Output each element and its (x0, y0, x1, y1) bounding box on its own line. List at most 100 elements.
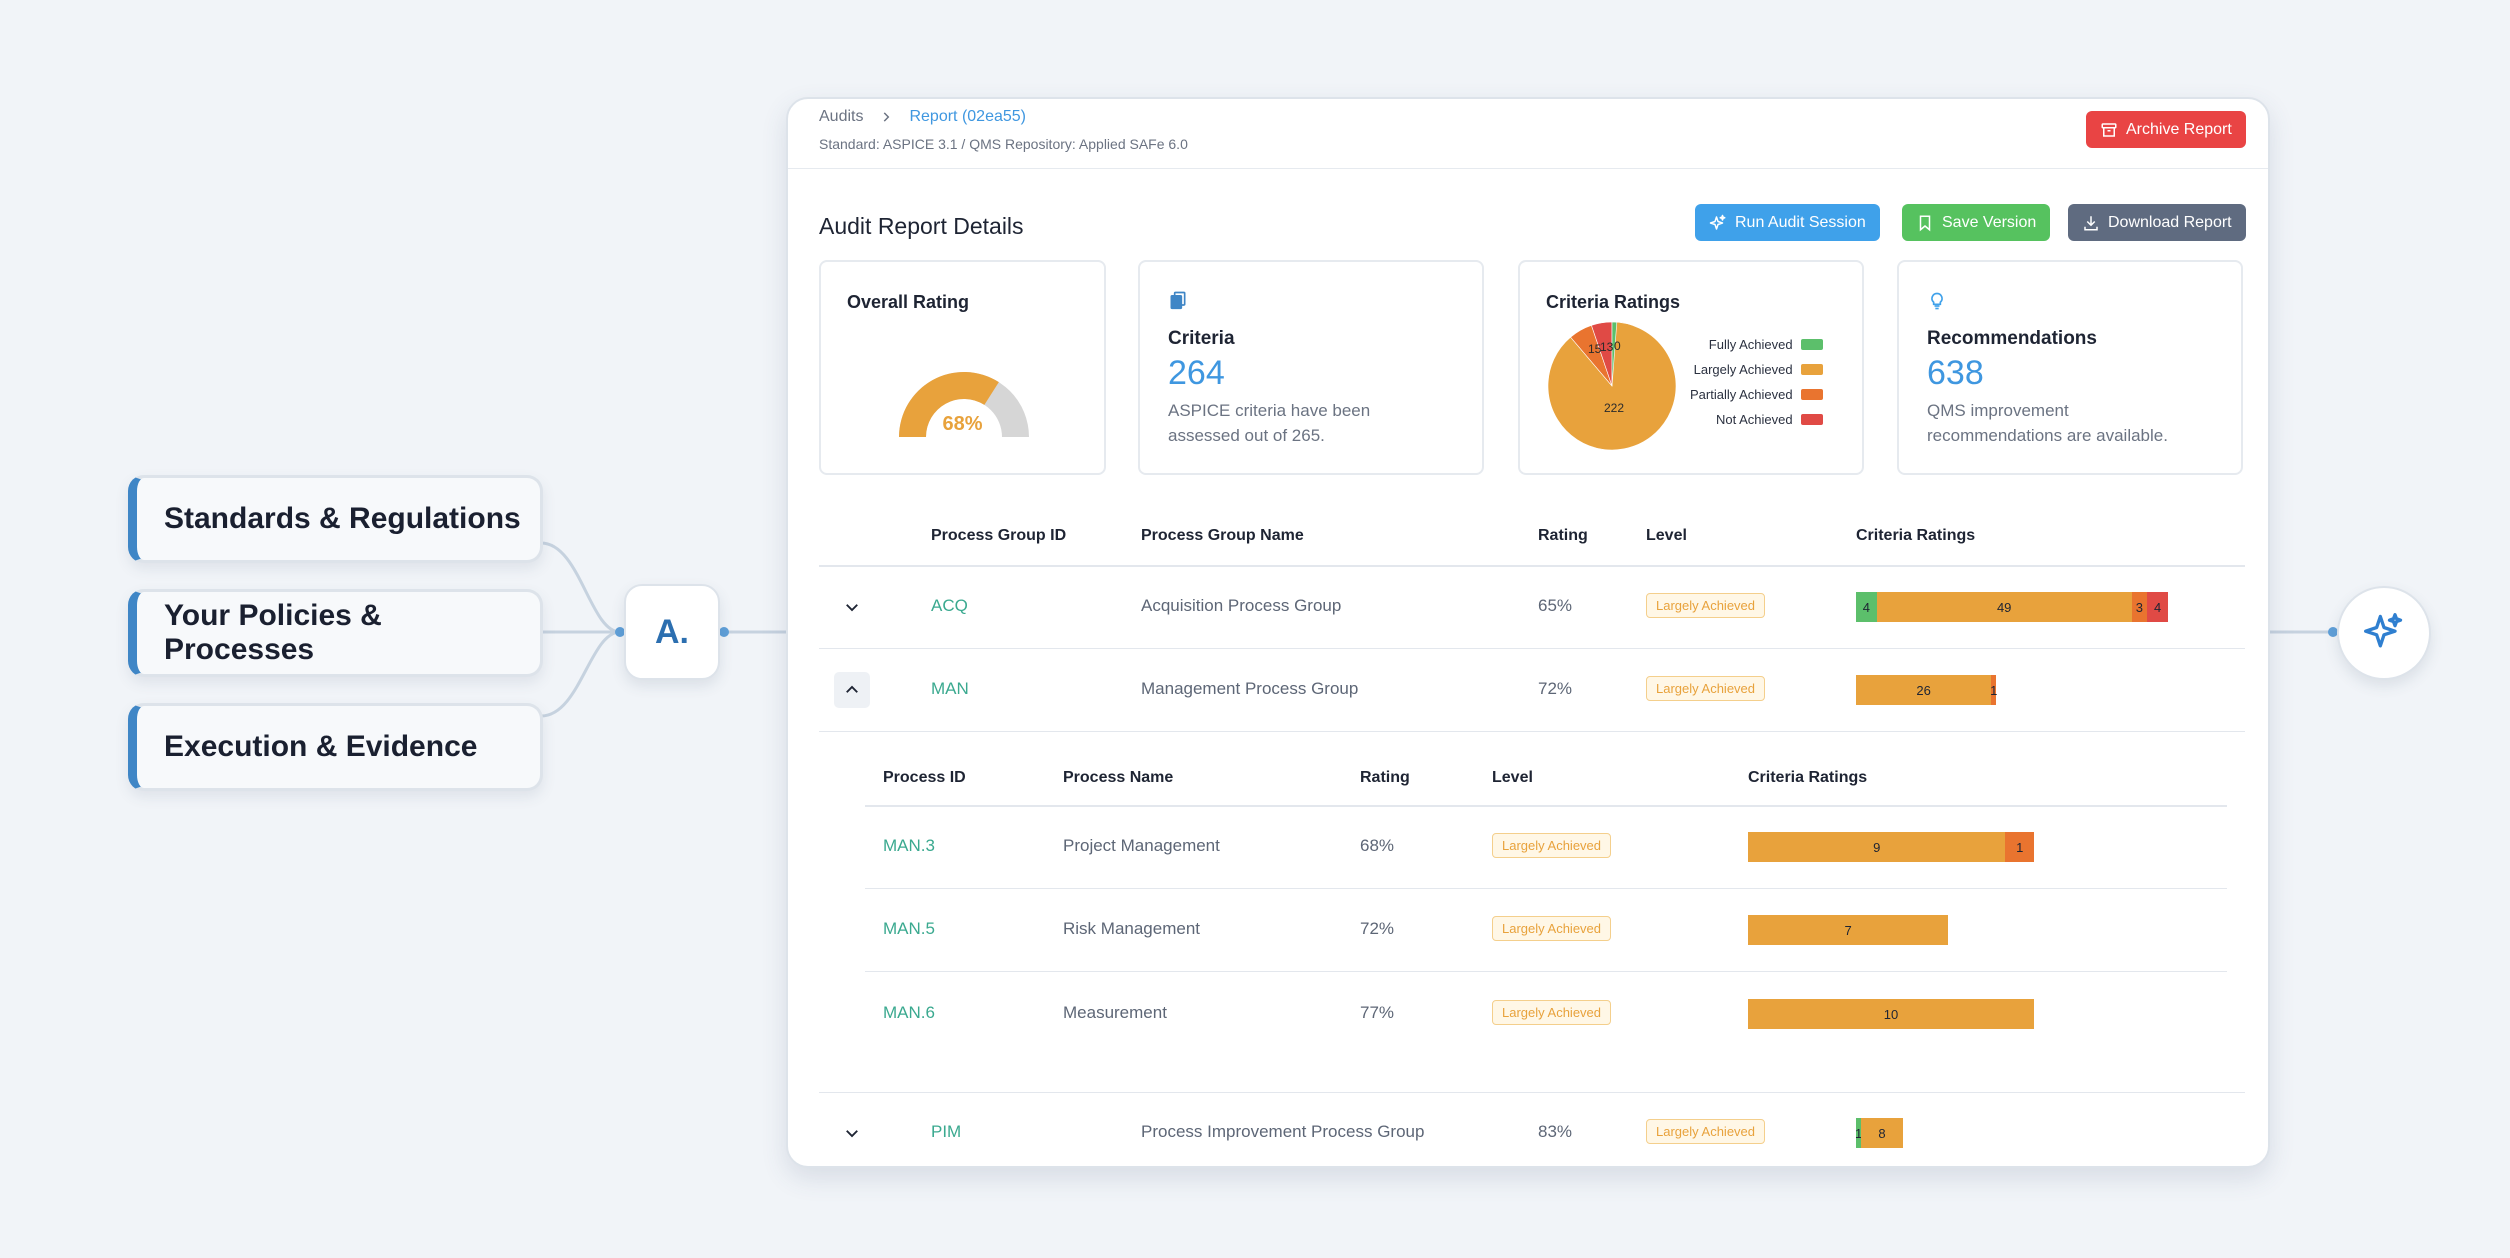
process-id-man5[interactable]: MAN.5 (883, 919, 935, 938)
standard-line: Standard: ASPICE 3.1 / QMS Repository: A… (819, 136, 1188, 152)
group-name-acq: Acquisition Process Group (1141, 596, 1342, 615)
process-level-badge: Largely Achieved (1492, 1000, 1612, 1025)
group-level-badge: Largely Achieved (1646, 593, 1766, 618)
pie-label-not: 13 (1600, 340, 1614, 354)
sparkle-icon (1709, 214, 1726, 230)
source-standards-card: Standards & Regulations (128, 475, 543, 563)
sub-header-divider (865, 805, 2227, 807)
legend-swatch (1800, 364, 1823, 375)
archive-report-button[interactable]: Archive Report (2086, 111, 2246, 148)
process-rating-man3: 68% (1360, 836, 1395, 855)
legend-label: Fully Achieved (1708, 337, 1793, 352)
col-process-group-id[interactable]: Process Group ID (931, 527, 1067, 544)
criteria-description: ASPICE criteria have been assessed out o… (1168, 401, 1371, 445)
group-level-badge: Largely Achieved (1646, 1119, 1766, 1144)
row-divider (865, 971, 2227, 972)
bookmark-icon (1919, 215, 1931, 231)
process-rating-man5: 72% (1360, 919, 1395, 938)
criteria-ratings-bar: 4 49 3 4 (1856, 592, 2168, 622)
collapse-man-button[interactable] (834, 672, 870, 708)
pie-slice (1611, 321, 1618, 387)
row-divider (819, 648, 2245, 649)
col-sub-level[interactable]: Level (1492, 769, 1533, 786)
col-criteria-ratings: Criteria Ratings (1856, 527, 1976, 544)
run-audit-session-button[interactable]: Run Audit Session (1695, 204, 1880, 241)
source-label: Execution & Evidence (164, 730, 478, 763)
col-process-name[interactable]: Process Name (1063, 769, 1174, 786)
process-id-man6[interactable]: MAN.6 (883, 1003, 935, 1022)
expand-acq-button[interactable] (834, 589, 870, 625)
overall-rating-title: Overall Rating (847, 292, 970, 312)
group-rating-acq: 65% (1538, 596, 1573, 615)
audit-report-window: Audits Report (02ea55) Standard: ASPICE … (786, 97, 2270, 1168)
legend-item: Fully Achieved (1690, 332, 1823, 357)
group-id-pim[interactable]: PIM (931, 1122, 962, 1141)
download-report-button[interactable]: Download Report (2068, 204, 2246, 241)
group-level-badge: Largely Achieved (1646, 676, 1766, 701)
breadcrumb-current: Report (02ea55) (909, 108, 1026, 125)
report-header: Audits Report (02ea55) Standard: ASPICE … (788, 99, 2268, 169)
legend-label: Partially Achieved (1690, 387, 1793, 402)
col-sub-rating[interactable]: Rating (1360, 769, 1410, 786)
criteria-ratings-pie (1547, 321, 1677, 451)
legend-swatch (1800, 339, 1823, 350)
lightbulb-icon (1931, 292, 1943, 310)
hub-logo: A. (624, 584, 720, 680)
breadcrumb-audits-link[interactable]: Audits (819, 108, 864, 125)
pie-label-largely: 222 (1604, 401, 1625, 415)
chevron-up-icon (846, 685, 858, 693)
chevron-right-icon (884, 112, 890, 122)
process-name-man3: Project Management (1063, 836, 1220, 855)
header-divider (819, 565, 2245, 567)
criteria-count: 264 (1168, 354, 1225, 392)
recommendations-description: QMS improvement recommendations are avai… (1927, 401, 2168, 445)
bar-segment: 3 (2131, 592, 2148, 622)
group-id-man[interactable]: MAN (931, 679, 969, 698)
bar-segment: 1 (2005, 832, 2034, 862)
row-divider (819, 1092, 2245, 1093)
bar-segment: 1 (1990, 675, 1997, 705)
criteria-label: Criteria (1168, 328, 1235, 349)
source-label: Your Policies & Processes (164, 599, 382, 666)
expand-pim-button[interactable] (834, 1115, 870, 1151)
group-id-acq[interactable]: ACQ (931, 596, 968, 615)
legend-label: Largely Achieved (1693, 362, 1793, 377)
process-level-badge: Largely Achieved (1492, 916, 1612, 941)
save-version-label: Save Version (1942, 213, 2037, 231)
criteria-ratings-bar: 10 (1748, 999, 2034, 1029)
source-evidence-card: Execution & Evidence (128, 703, 543, 791)
row-divider (819, 731, 2245, 732)
chevron-down-icon (846, 604, 858, 612)
documents-icon (1170, 291, 1186, 310)
source-label: Standards & Regulations (164, 502, 521, 535)
gauge-fill (899, 372, 999, 437)
bar-segment: 1 (1855, 1118, 1862, 1148)
sparkle-icon (2364, 613, 2403, 648)
group-name-pim: Process Improvement Process Group (1141, 1122, 1425, 1141)
bar-segment: 10 (1748, 999, 2034, 1029)
col-level[interactable]: Level (1646, 527, 1687, 544)
overall-rating-card: Overall Rating 68% (819, 260, 1106, 475)
criteria-ratings-card: Criteria Ratings 15 13 0 222 Fully Achie… (1518, 260, 1864, 475)
bar-segment: 9 (1748, 832, 2006, 862)
ai-sparkle-node (2337, 586, 2431, 680)
legend-swatch (1800, 389, 1823, 400)
bar-segment: 49 (1876, 592, 2132, 622)
legend-label: Not Achieved (1716, 412, 1793, 427)
overall-rating-percent: 68% (942, 413, 983, 435)
download-icon (2084, 215, 2098, 230)
process-id-man3[interactable]: MAN.3 (883, 836, 935, 855)
group-name-man: Management Process Group (1141, 679, 1359, 698)
process-level-badge: Largely Achieved (1492, 833, 1612, 858)
download-report-label: Download Report (2108, 213, 2232, 231)
criteria-ratings-bar: 26 1 (1856, 675, 1997, 705)
col-process-id[interactable]: Process ID (883, 769, 966, 786)
pie-label-fully: 0 (1614, 339, 1621, 353)
bar-segment: 26 (1856, 675, 1992, 705)
col-rating[interactable]: Rating (1538, 527, 1588, 544)
process-name-man5: Risk Management (1063, 919, 1201, 938)
save-version-button[interactable]: Save Version (1902, 204, 2051, 241)
col-process-group-name[interactable]: Process Group Name (1141, 527, 1304, 544)
hub-label: A. (655, 612, 689, 651)
